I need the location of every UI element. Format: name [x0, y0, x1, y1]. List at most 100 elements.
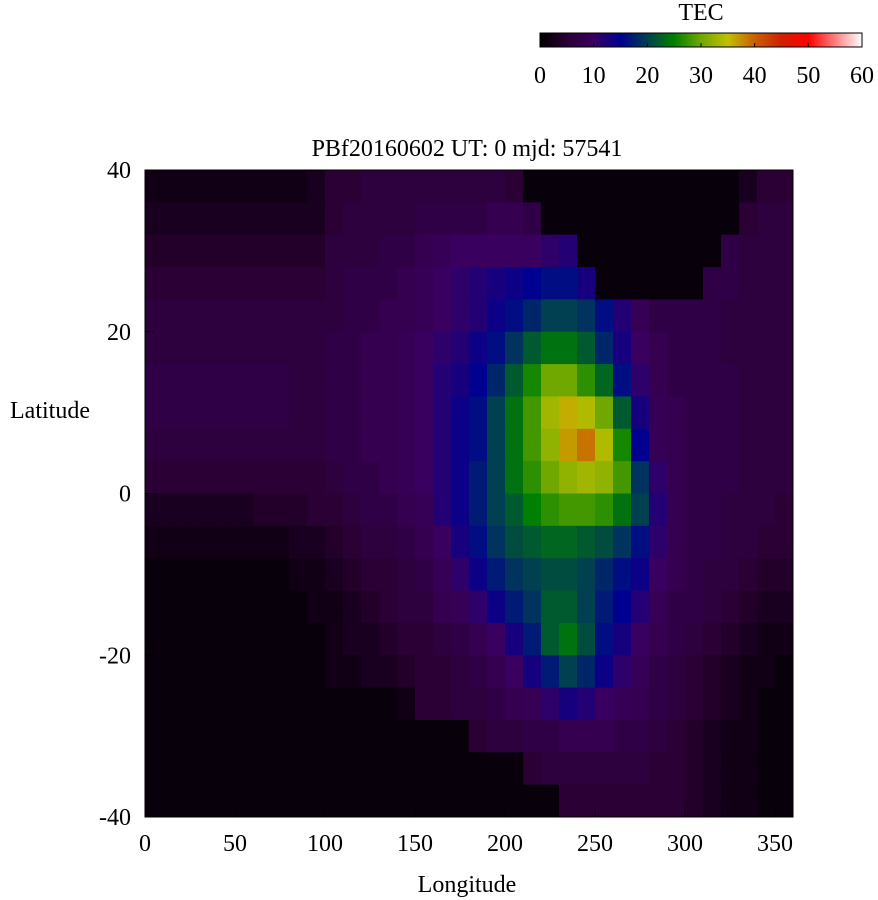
heatmap-cell	[631, 655, 650, 689]
heatmap-cell	[757, 558, 776, 592]
heatmap-cell	[145, 267, 164, 300]
heatmap-cell	[361, 784, 380, 818]
heatmap-cell	[523, 428, 542, 462]
heatmap-cell	[289, 202, 308, 236]
colorbar-tick-label: 50	[796, 63, 820, 89]
heatmap-cell	[541, 331, 560, 365]
heatmap-cell	[199, 622, 218, 656]
heatmap-cell	[541, 655, 560, 689]
heatmap-cell	[199, 784, 218, 818]
x-tick-label: 300	[667, 831, 703, 857]
heatmap-cell	[325, 687, 344, 721]
heatmap-cell	[271, 719, 290, 753]
heatmap-cell	[379, 234, 398, 268]
heatmap-cell	[685, 428, 704, 462]
heatmap-cell	[343, 428, 362, 462]
heatmap-cell	[613, 234, 632, 268]
heatmap-cell	[235, 784, 254, 818]
heatmap-cell	[631, 331, 650, 365]
heatmap-cell	[451, 364, 470, 397]
heatmap-cell	[775, 655, 794, 689]
heatmap-cell	[271, 655, 290, 689]
heatmap-cell	[379, 687, 398, 721]
heatmap-cell	[145, 428, 164, 462]
heatmap-cell	[397, 234, 416, 268]
heatmap-cell	[739, 396, 758, 430]
heatmap-cell	[667, 525, 686, 559]
heatmap-cell	[739, 558, 758, 592]
heatmap-cell	[289, 719, 308, 753]
heatmap-cell	[307, 493, 326, 527]
x-tick-label: 200	[487, 831, 523, 857]
heatmap-cell	[739, 687, 758, 721]
heatmap-cell	[217, 719, 236, 753]
heatmap-cell	[199, 719, 218, 753]
heatmap-cell	[649, 687, 668, 721]
heatmap-cell	[289, 525, 308, 559]
heatmap-cell	[235, 202, 254, 236]
heatmap-cell	[523, 396, 542, 430]
heatmap-cell	[433, 752, 452, 786]
heatmap-cell	[325, 461, 344, 494]
heatmap-cell	[253, 428, 272, 462]
heatmap-cell	[757, 202, 776, 236]
heatmap-cell	[235, 461, 254, 494]
heatmap-cell	[559, 170, 578, 203]
heatmap-cell	[685, 590, 704, 624]
heatmap-cell	[469, 202, 488, 236]
heatmap-cell	[559, 234, 578, 268]
heatmap-cell	[379, 558, 398, 592]
heatmap-cell	[631, 234, 650, 268]
heatmap-cell	[685, 525, 704, 559]
heatmap-cell	[361, 590, 380, 624]
heatmap-cell	[487, 364, 506, 397]
heatmap-cell	[541, 428, 560, 462]
heatmap-cell	[469, 525, 488, 559]
heatmap-cell	[685, 234, 704, 268]
heatmap-cell	[379, 331, 398, 365]
heatmap-cell	[163, 170, 182, 203]
heatmap-cell	[415, 719, 434, 753]
heatmap-cell	[379, 461, 398, 494]
heatmap-cell	[505, 234, 524, 268]
colorbar-tick-label: 0	[534, 63, 546, 89]
heatmap-cell	[775, 267, 794, 300]
heatmap-cell	[379, 752, 398, 786]
heatmap-cell	[685, 170, 704, 203]
heatmap-cell	[703, 525, 722, 559]
heatmap-cell	[739, 493, 758, 527]
heatmap-cell	[541, 752, 560, 786]
heatmap-cell	[703, 234, 722, 268]
heatmap-cell	[613, 525, 632, 559]
heatmap-cell	[145, 331, 164, 365]
heatmap-cell	[721, 428, 740, 462]
heatmap-cell	[289, 234, 308, 268]
heatmap-cell	[559, 428, 578, 462]
heatmap-cell	[307, 655, 326, 689]
heatmap-cell	[235, 525, 254, 559]
heatmap-cell	[379, 622, 398, 656]
heatmap-cell	[343, 461, 362, 494]
heatmap-cell	[415, 784, 434, 818]
heatmap-cell	[343, 784, 362, 818]
heatmap-cell	[559, 719, 578, 753]
heatmap-cell	[361, 687, 380, 721]
heatmap-cell	[361, 234, 380, 268]
heatmap-cell	[775, 170, 794, 203]
heatmap-cell	[631, 299, 650, 333]
heatmap-cell	[145, 493, 164, 527]
heatmap-cell	[541, 784, 560, 818]
heatmap-cell	[181, 590, 200, 624]
heatmap-cell	[703, 558, 722, 592]
heatmap-cell	[325, 622, 344, 656]
heatmap-cell	[361, 170, 380, 203]
heatmap-cell	[217, 428, 236, 462]
heatmap-cell	[289, 687, 308, 721]
heatmap-cell	[469, 331, 488, 365]
heatmap-cell	[523, 558, 542, 592]
heatmap-cell	[217, 202, 236, 236]
heatmap-cell	[379, 364, 398, 397]
heatmap-cell	[721, 687, 740, 721]
heatmap-cell	[469, 493, 488, 527]
heatmap-cell	[235, 234, 254, 268]
